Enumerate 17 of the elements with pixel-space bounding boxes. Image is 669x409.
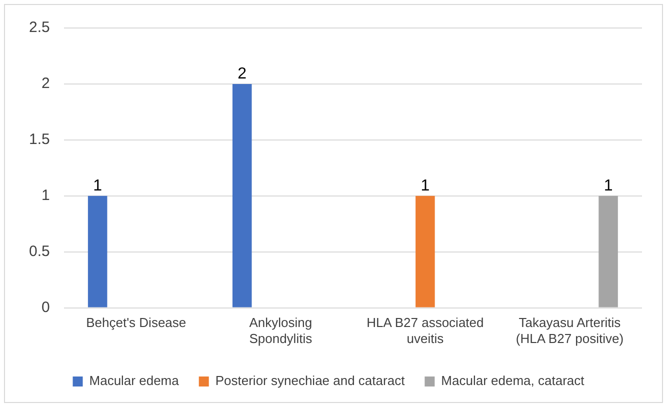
legend-label: Macular edema <box>89 373 180 388</box>
data-label: 1 <box>93 177 102 194</box>
x-tick-label: Takayasu Arteritis (HLA B27 positive) <box>516 315 624 346</box>
x-tick-label: Ankylosing Spondylitis <box>249 315 313 346</box>
y-tick-label: 1 <box>42 187 50 204</box>
data-label: 1 <box>420 177 430 194</box>
y-tick-label: 1.5 <box>28 131 50 148</box>
data-label: 1 <box>604 177 613 194</box>
y-tick-label: 0.5 <box>28 242 50 260</box>
y-tick-label: 2 <box>42 75 50 92</box>
data-label: 2 <box>238 65 247 82</box>
y-tick-label: 2.5 <box>28 19 50 36</box>
legend-label: Macular edema, cataract <box>441 373 585 388</box>
x-tick-label: HLA B27 associated uveitis <box>366 315 484 346</box>
y-tick-label: 0 <box>42 298 50 316</box>
x-tick-label: Behçet's Disease <box>86 315 186 330</box>
legend-label: Posterior synechiae and cataract <box>215 373 406 388</box>
